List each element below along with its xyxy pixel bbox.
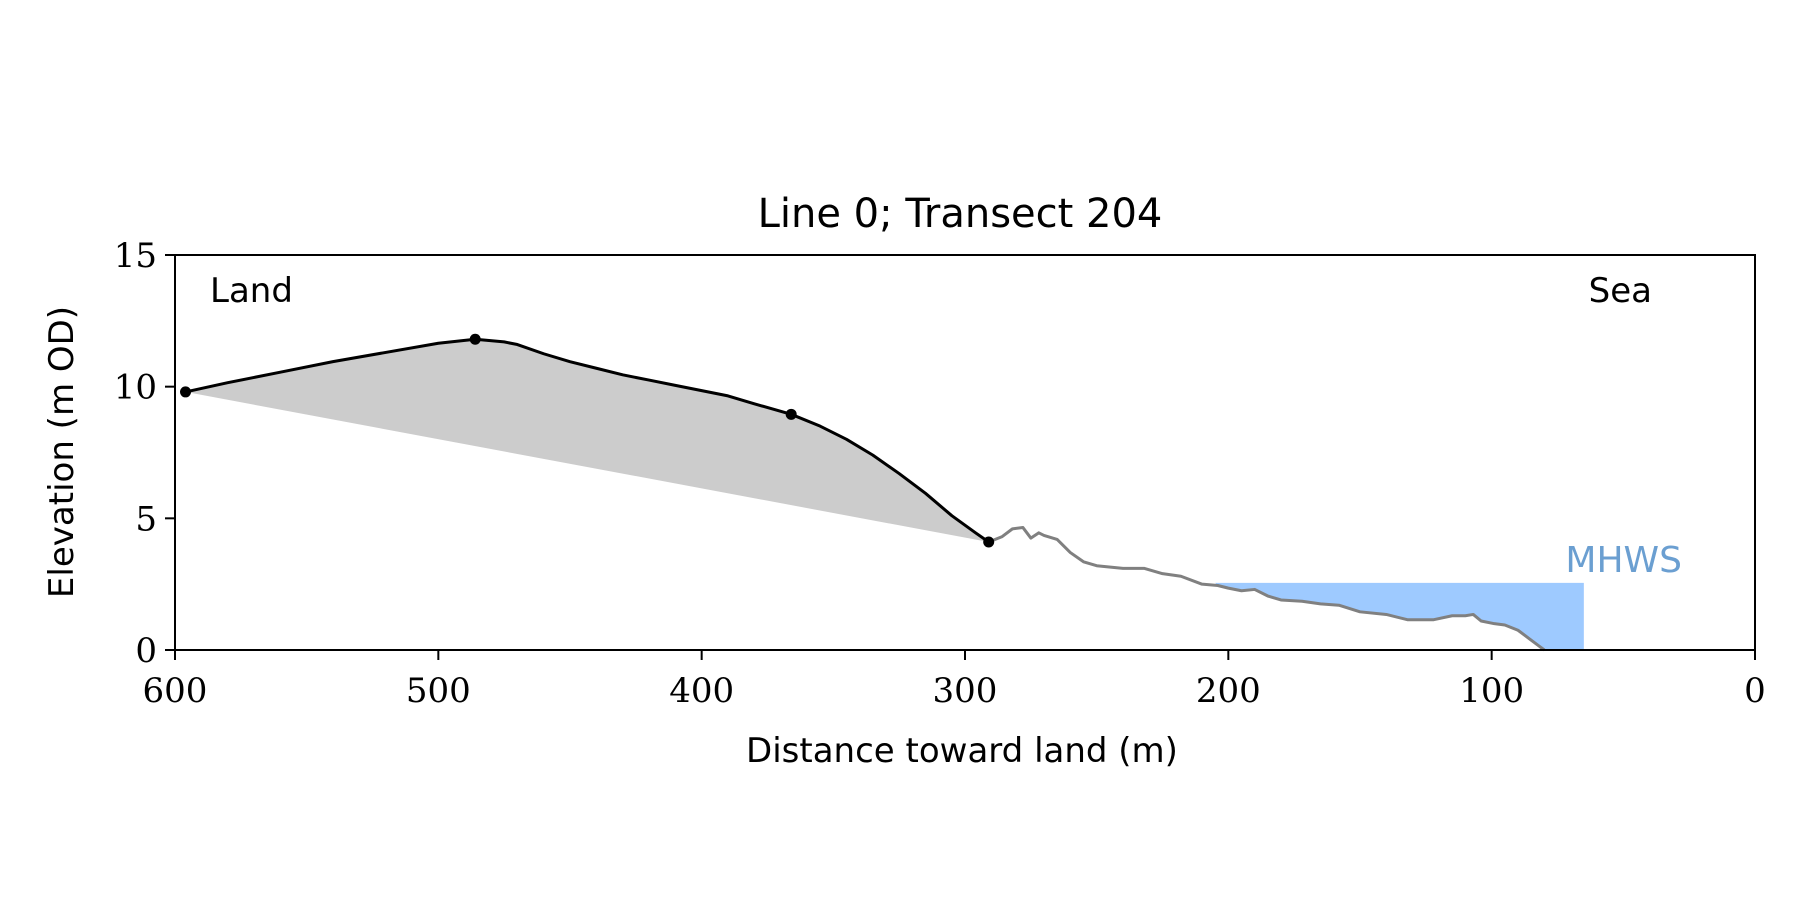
x-tick-label: 600 (143, 671, 208, 711)
profile-marker (180, 386, 192, 398)
x-tick-label: 100 (1459, 671, 1524, 711)
y-tick-label: 10 (114, 368, 157, 408)
shaded-region (185, 339, 989, 543)
y-axis-label: Elevation (m OD) (42, 306, 82, 598)
chart-title: Line 0; Transect 204 (758, 191, 1163, 237)
y-axis: 0 5 10 15 (114, 236, 175, 671)
x-tick-label: 500 (406, 671, 471, 711)
y-tick-label: 15 (114, 236, 157, 276)
y-tick-label: 5 (135, 499, 157, 539)
x-tick-label: 300 (933, 671, 998, 711)
x-axis-label: Distance toward land (m) (746, 731, 1178, 771)
seaward-profile-line (988, 526, 1546, 652)
x-axis: 600 500 400 300 200 100 0 (143, 650, 1766, 711)
x-tick-label: 0 (1744, 671, 1766, 711)
profile-marker (469, 333, 481, 345)
y-tick-label: 0 (135, 631, 157, 671)
sea-annotation: Sea (1589, 271, 1652, 311)
land-annotation: Land (210, 271, 293, 311)
main-profile-line (185, 337, 990, 544)
profile-marker (983, 536, 995, 548)
mhws-label: MHWS (1565, 540, 1682, 581)
profile-marker (785, 408, 797, 420)
x-tick-label: 400 (669, 671, 734, 711)
x-tick-label: 200 (1196, 671, 1261, 711)
plot-area (180, 333, 1584, 652)
